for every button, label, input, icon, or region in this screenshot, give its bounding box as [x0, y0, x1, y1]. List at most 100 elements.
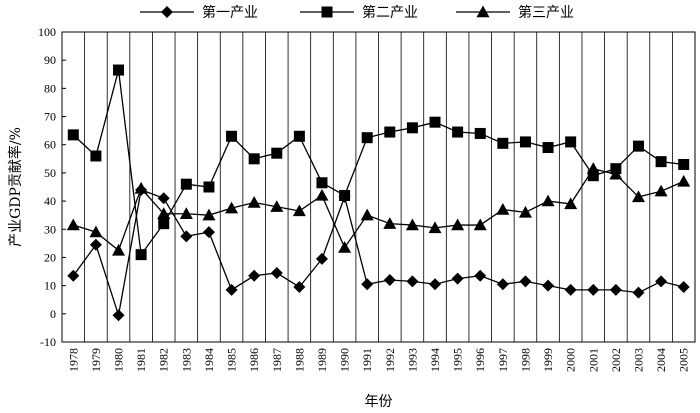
- x-tick-label: 2001: [586, 348, 600, 372]
- x-tick-label: 1998: [518, 348, 532, 372]
- x-tick-label: 2002: [609, 348, 623, 372]
- y-axis-title: 产业GDP贡献率/%: [7, 127, 24, 247]
- data-point: [361, 278, 374, 291]
- x-tick-label: 2003: [631, 348, 645, 372]
- data-point: [338, 241, 352, 253]
- data-point: [428, 221, 442, 234]
- series-line: [73, 167, 684, 252]
- x-tick-label: 1978: [66, 348, 80, 372]
- data-point: [384, 126, 396, 138]
- x-tick-label: 1980: [112, 348, 126, 372]
- data-point: [565, 136, 577, 148]
- data-point: [339, 189, 351, 201]
- data-point: [157, 207, 171, 219]
- x-tick-label: 1985: [225, 348, 239, 372]
- legend: 第一产业 第二产业 第三产业: [140, 4, 574, 21]
- data-point: [587, 170, 599, 182]
- y-tick-label: -10: [40, 335, 56, 349]
- data-point: [67, 269, 80, 282]
- data-point: [202, 226, 215, 239]
- x-tick-label: 1987: [270, 348, 284, 372]
- data-point: [406, 275, 419, 288]
- x-tick-label: 1981: [134, 348, 148, 372]
- data-point: [270, 266, 283, 279]
- data-point: [609, 167, 623, 180]
- series-line: [72, 69, 684, 257]
- data-point: [112, 243, 126, 256]
- x-tick-label: 1997: [496, 348, 510, 372]
- data-point: [677, 281, 690, 294]
- vertical-gridlines: [84, 32, 673, 342]
- x-tick-label: 2004: [654, 348, 668, 372]
- data-point: [632, 140, 644, 152]
- data-point: [271, 147, 283, 159]
- x-tick-label: 1999: [541, 348, 555, 372]
- x-tick-label: 1991: [360, 348, 374, 372]
- data-point: [429, 278, 442, 291]
- x-tick-label: 1990: [338, 348, 352, 372]
- y-tick-label: 70: [44, 110, 56, 124]
- data-point: [157, 192, 170, 205]
- data-point: [203, 181, 215, 193]
- x-tick-label: 1993: [405, 348, 419, 372]
- data-point: [134, 181, 148, 194]
- x-tick-label: 1992: [383, 348, 397, 372]
- series-3: [66, 162, 691, 256]
- data-point: [226, 130, 238, 142]
- data-point: [316, 177, 328, 189]
- data-point: [315, 188, 329, 201]
- data-point: [179, 207, 193, 219]
- data-point: [655, 275, 668, 288]
- data-point: [225, 201, 239, 214]
- x-axis: 1978 1979 1980 1981 1982 1983 1984 1985 1986 1987…: [66, 348, 690, 372]
- data-point: [474, 127, 486, 139]
- data-point: [293, 130, 305, 142]
- data-point: [519, 275, 532, 288]
- data-point: [383, 274, 396, 286]
- data-point: [541, 194, 555, 207]
- legend-item: 第三产业: [456, 4, 574, 21]
- y-tick-label: 20: [44, 250, 56, 264]
- data-point: [293, 281, 306, 294]
- x-tick-label: 1986: [247, 348, 261, 372]
- data-point: [248, 269, 261, 282]
- data-point: [677, 174, 691, 187]
- x-tick-label: 1983: [179, 348, 193, 372]
- data-point: [518, 205, 532, 218]
- data-point: [202, 208, 216, 221]
- data-point: [451, 272, 464, 285]
- data-point: [519, 136, 531, 148]
- data-point: [180, 178, 192, 190]
- data-point: [497, 137, 509, 149]
- data-point: [496, 278, 509, 291]
- x-tick-label: 2005: [677, 348, 691, 372]
- legend-label: 第三产业: [518, 4, 574, 21]
- data-point: [429, 116, 441, 128]
- x-tick-label: 1984: [202, 348, 216, 372]
- data-point: [655, 156, 667, 168]
- y-tick-label: 90: [44, 53, 56, 67]
- data-point: [451, 218, 465, 231]
- series-layer: [66, 64, 691, 322]
- data-point: [67, 129, 79, 141]
- data-point: [135, 249, 147, 261]
- x-axis-title: 年份: [365, 394, 393, 410]
- legend-label: 第二产业: [362, 4, 418, 21]
- y-tick-label: 10: [44, 279, 56, 293]
- data-point: [678, 158, 690, 170]
- y-tick-label: 80: [44, 81, 56, 95]
- data-point: [360, 208, 374, 221]
- data-point: [292, 204, 306, 217]
- data-point: [586, 162, 600, 174]
- data-point: [112, 309, 125, 322]
- data-point: [247, 196, 261, 208]
- data-point: [315, 252, 328, 265]
- y-tick-label: 100: [38, 25, 56, 39]
- x-tick-label: 1979: [89, 348, 103, 372]
- data-point: [473, 218, 487, 231]
- data-point: [406, 122, 418, 134]
- data-point: [564, 283, 577, 296]
- data-point: [383, 217, 397, 229]
- y-tick-label: 50: [44, 166, 56, 180]
